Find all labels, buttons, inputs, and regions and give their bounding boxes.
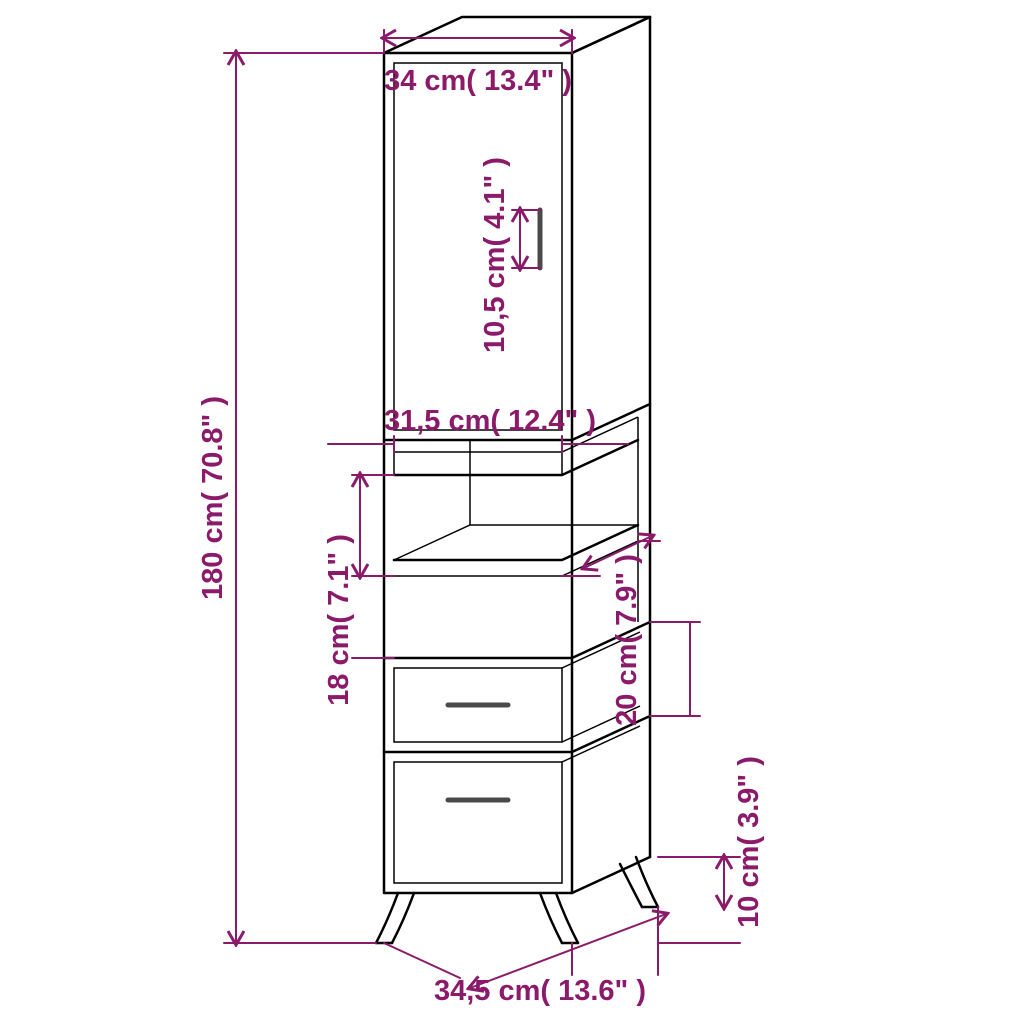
dimension-annotations: 180 cm( 70.8" ) 34 cm( 13.4" ) 10,5 cm( 4.… xyxy=(197,30,765,1007)
svg-text:10,5 cm( 4.1" ): 10,5 cm( 4.1" ) xyxy=(479,157,511,353)
svg-text:18 cm( 7.1" ): 18 cm( 7.1" ) xyxy=(323,534,355,706)
svg-text:10 cm( 3.9" ): 10 cm( 3.9" ) xyxy=(733,756,765,928)
cabinet-legs xyxy=(376,857,658,943)
svg-text:180 cm( 70.8" ): 180 cm( 70.8" ) xyxy=(197,396,229,600)
cabinet-diagram: 180 cm( 70.8" ) 34 cm( 13.4" ) 10,5 cm( 4.… xyxy=(0,0,1024,1024)
svg-text:34 cm( 13.4" ): 34 cm( 13.4" ) xyxy=(384,65,572,97)
svg-text:34,5 cm( 13.6" ): 34,5 cm( 13.6" ) xyxy=(434,975,646,1007)
svg-text:31,5 cm( 12.4" ): 31,5 cm( 12.4" ) xyxy=(384,405,596,437)
cabinet-body xyxy=(376,17,658,943)
svg-text:20 cm( 7.9" ): 20 cm( 7.9" ) xyxy=(611,554,643,726)
